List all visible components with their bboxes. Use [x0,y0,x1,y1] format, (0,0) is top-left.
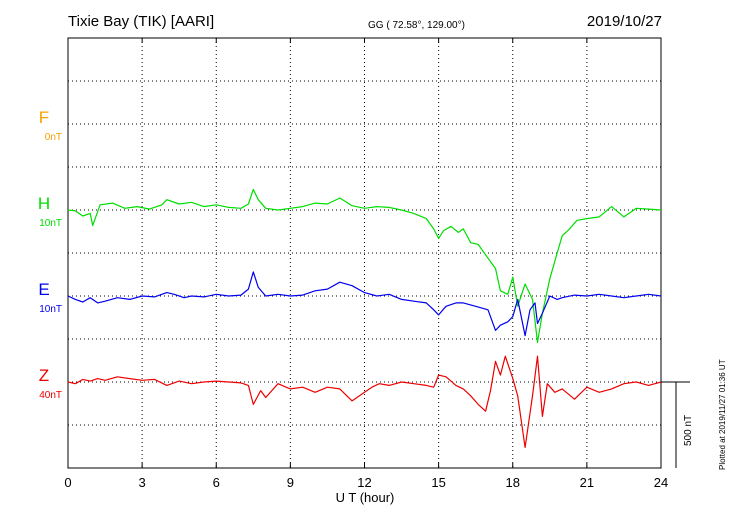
x-tick-label: 3 [139,475,146,490]
series-baseline-z: 40nT [39,390,62,401]
series-baseline-f: 0nT [45,132,62,143]
scale-bar: 500 nT [661,381,694,468]
x-tick-label: 6 [213,475,220,490]
series-labels: F 0nT H 10nT E 10nT Z 40nT [38,108,62,401]
x-tick-label: 0 [64,475,71,490]
x-tick-label: 21 [580,475,594,490]
x-axis: 0 3 6 9 12 15 18 21 24 [64,38,668,490]
series-line-z [67,355,662,448]
series-baseline-e: 10nT [39,304,62,315]
x-tick-label: 15 [431,475,445,490]
series-name-e: E [38,280,49,299]
x-tick-label: 24 [654,475,668,490]
date-label: 2019/10/27 [587,13,662,30]
x-tick-label: 9 [287,475,294,490]
x-tick-label: 18 [506,475,520,490]
series-name-z: Z [39,366,49,385]
plotted-timestamp: Plotted at 2019/11/27 01:36 UT [718,359,727,470]
coordinates-label: GG ( 72.58°, 129.00°) [368,20,465,31]
series-line-h [67,188,662,343]
series-name-h: H [38,194,50,213]
series-name-f: F [39,108,49,127]
series-baseline-h: 10nT [39,218,62,229]
grid [68,38,661,468]
scale-bar-label: 500 nT [683,415,694,446]
series-line-e [67,271,662,337]
x-axis-label: U T (hour) [336,490,395,505]
series-lines [67,188,662,448]
station-title: Tixie Bay (TIK) [AARI] [68,13,214,30]
x-tick-label: 12 [357,475,371,490]
